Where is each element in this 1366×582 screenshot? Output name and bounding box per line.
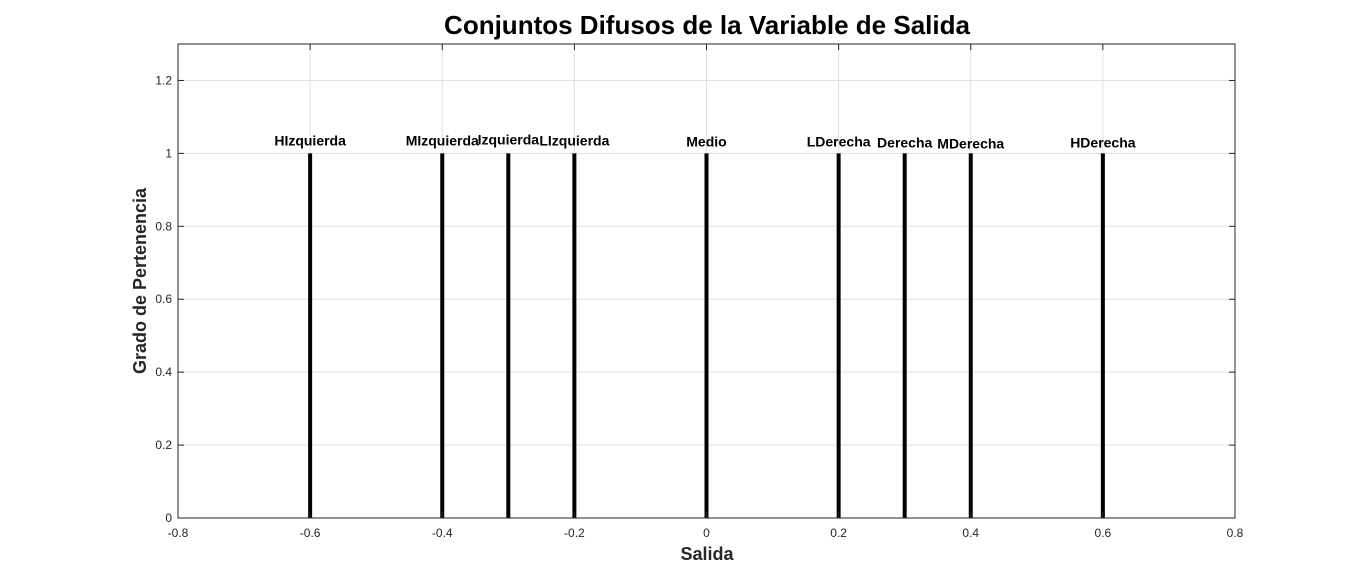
series-label-hderecha: HDerecha	[1070, 134, 1136, 150]
x-tick-label: 0	[703, 526, 710, 540]
series-label-izquierda: Izquierda	[478, 131, 540, 147]
y-tick-label: 0.6	[155, 292, 172, 306]
y-tick-label: 1	[165, 146, 172, 160]
y-tick-label: 0.2	[155, 438, 172, 452]
x-tick-label: -0.4	[432, 526, 453, 540]
series-label-lderecha: LDerecha	[807, 133, 871, 149]
y-tick-label: 0	[165, 511, 172, 525]
x-tick-label: 0.2	[830, 526, 847, 540]
x-tick-label: 0.8	[1227, 526, 1244, 540]
x-tick-label: -0.6	[300, 526, 321, 540]
y-tick-label: 1.2	[155, 73, 172, 87]
y-tick-label: 0.4	[155, 365, 172, 379]
axis-ticks: -0.8 -0.6 -0.4 -0.2 0 0.2 0.4 0.6 0.8 0 0.2 0.4 0.6 0…	[155, 44, 1244, 540]
x-axis-label: Salida	[680, 544, 734, 564]
y-axis-label: Grado de Pertenencia	[130, 187, 150, 374]
series-label-medio: Medio	[686, 133, 726, 149]
series-label-mizquierda: MIzquierda	[406, 132, 479, 148]
series-label-lizquierda: LIzquierda	[539, 132, 609, 148]
x-tick-label: 0.4	[962, 526, 979, 540]
x-tick-label: 0.6	[1095, 526, 1112, 540]
x-tick-label: -0.2	[564, 526, 585, 540]
x-tick-label: -0.8	[168, 526, 189, 540]
series-label-derecha: Derecha	[877, 134, 932, 150]
series-label-hizquierda: HIzquierda	[274, 132, 346, 148]
y-tick-label: 0.8	[155, 219, 172, 233]
series-lines	[308, 153, 1105, 518]
series-label-mderecha: MDerecha	[937, 135, 1004, 151]
chart-title: Conjuntos Difusos de la Variable de Sali…	[444, 10, 970, 40]
